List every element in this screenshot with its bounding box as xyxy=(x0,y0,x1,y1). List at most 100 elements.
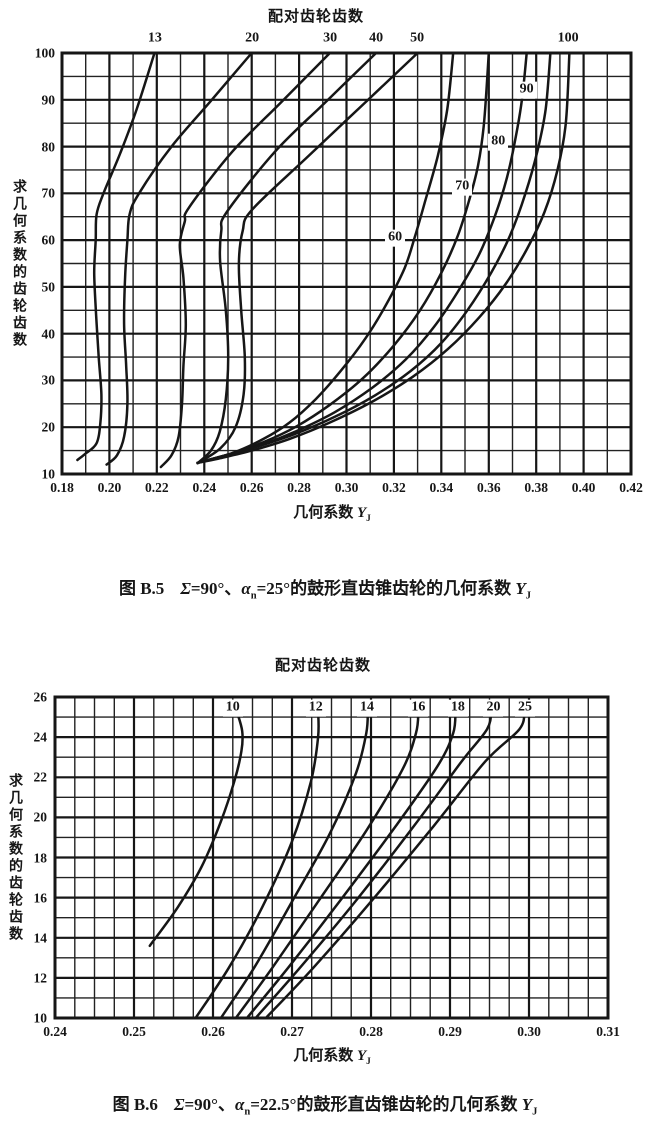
y-tick-60: 60 xyxy=(41,232,56,248)
caption-eq2-b5: =25° xyxy=(256,579,291,598)
curve-z12 xyxy=(194,709,320,1020)
x-tick-0.32: 0.32 xyxy=(382,480,406,495)
x-tick-0.25: 0.25 xyxy=(122,1024,146,1039)
figure-b5-chart: 配对齿轮齿数 求几何系数的齿轮齿数 几何系数 YJ 0.18 0.20 0.22 0.… xyxy=(0,0,650,530)
curve-z90 xyxy=(196,51,552,465)
curve-label-30: 30 xyxy=(323,30,338,46)
curve-label-25: 25 xyxy=(515,699,536,717)
curve-label-18: 18 xyxy=(447,699,468,717)
y-tick-100: 100 xyxy=(34,45,55,61)
curve-z18 xyxy=(245,709,457,1020)
x-axis-symbol-sub-b5: J xyxy=(366,514,371,524)
curve-z30 xyxy=(159,51,332,469)
x-tick-0.20: 0.20 xyxy=(97,480,122,495)
chart-canvas-b5 xyxy=(60,51,633,476)
y-tick-40: 40 xyxy=(41,325,56,341)
curve-z13 xyxy=(76,51,156,462)
curve-label-50: 50 xyxy=(410,30,425,46)
curve-z70 xyxy=(196,51,491,465)
plot-border xyxy=(53,695,610,1020)
x-tick-0.30: 0.30 xyxy=(334,480,359,495)
figure-b6-chart: 配对齿轮齿数 求几何系数的齿轮齿数 几何系数 YJ 0.24 0.25 0.26 0.… xyxy=(0,640,650,1070)
alpha-symbol-b6: α xyxy=(234,1095,245,1114)
mating-teeth-axis-title-b6: 配对齿轮齿数 xyxy=(274,658,372,674)
caption-body-b6: 的鼓形直齿锥齿轮的几何系数 xyxy=(296,1095,522,1114)
curve-z20 xyxy=(105,51,253,466)
y-tick-12: 12 xyxy=(33,970,48,986)
x-tick-0.27: 0.27 xyxy=(280,1024,304,1039)
x-axis-symbol-sub-b6: J xyxy=(366,1057,371,1067)
yj-sub-b6: J xyxy=(532,1106,538,1118)
alpha-sub-b6: n xyxy=(244,1106,251,1118)
x-axis-symbol-b6: Y xyxy=(356,1048,367,1064)
alpha-sub-b5: n xyxy=(250,590,257,602)
x-tick-0.34: 0.34 xyxy=(429,480,454,495)
figure-number-b5: 图 B.5 xyxy=(118,579,165,598)
y-tick-22: 22 xyxy=(33,769,48,785)
curve-z60 xyxy=(196,51,455,465)
x-axis-title-b5: 几何系数 YJ xyxy=(293,501,371,524)
mating-teeth-axis-title-b5: 配对齿轮齿数 xyxy=(267,9,365,25)
caption-eq2-b6: =22.5° xyxy=(250,1095,297,1114)
curve-label-40: 40 xyxy=(369,30,384,46)
x-tick-0.22: 0.22 xyxy=(145,480,169,495)
x-axis-symbol-b5: Y xyxy=(356,505,367,521)
sigma-symbol-b5: Σ xyxy=(180,579,191,598)
plot-border xyxy=(60,51,633,476)
yj-symbol-b6: Y xyxy=(521,1095,533,1114)
y-tick-20: 20 xyxy=(33,809,48,825)
x-tick-0.40: 0.40 xyxy=(571,480,596,495)
x-tick-0.26: 0.26 xyxy=(201,1024,225,1039)
curve-z10 xyxy=(148,709,244,948)
x-tick-0.30: 0.30 xyxy=(517,1024,541,1039)
x-axis-title-text-b5: 几何系数 xyxy=(293,505,354,521)
y-tick-14: 14 xyxy=(33,930,48,945)
alpha-symbol-b5: α xyxy=(241,579,251,598)
yj-symbol-b5: Y xyxy=(515,579,526,598)
caption-eq1-b5: =90°、 xyxy=(190,579,242,598)
y-axis-title-b5: 求几何系数的齿轮齿数 xyxy=(11,179,26,349)
x-tick-0.24: 0.24 xyxy=(192,480,217,495)
chart-canvas-b6 xyxy=(53,695,610,1020)
curve-label-20: 20 xyxy=(245,30,260,46)
y-tick-20: 20 xyxy=(41,419,56,435)
x-axis-title-text-b6: 几何系数 xyxy=(293,1048,354,1064)
y-tick-90: 90 xyxy=(41,92,56,108)
y-tick-50: 50 xyxy=(41,279,56,295)
caption-eq1-b6: =90°、 xyxy=(184,1095,235,1114)
curve-label-16: 16 xyxy=(408,699,429,717)
curve-label-100: 100 xyxy=(557,30,579,46)
sigma-symbol-b6: Σ xyxy=(173,1095,185,1114)
y-axis-title-b6: 求几何系数的齿轮齿数 xyxy=(7,773,22,943)
curve-label-10: 10 xyxy=(222,699,243,717)
figure-number-b6: 图 B.6 xyxy=(112,1095,158,1114)
x-tick-0.29: 0.29 xyxy=(438,1024,462,1039)
y-tick-24: 24 xyxy=(33,729,48,745)
figure-caption-b5: 图 B.5 Σ=90°、αn=25°的鼓形直齿锥齿轮的几何系数 YJ xyxy=(0,574,650,601)
curve-z40 xyxy=(196,51,378,465)
x-tick-0.42: 0.42 xyxy=(619,480,643,495)
x-tick-0.28: 0.28 xyxy=(287,480,311,495)
y-tick-10: 10 xyxy=(41,466,56,482)
curve-label-13: 13 xyxy=(147,30,162,46)
curve-label-12: 12 xyxy=(305,699,326,717)
x-tick-0.24: 0.24 xyxy=(43,1024,67,1039)
y-tick-70: 70 xyxy=(41,185,56,201)
curve-label-60: 60 xyxy=(385,229,406,247)
curve-z80 xyxy=(196,51,528,465)
x-tick-0.31: 0.31 xyxy=(596,1024,620,1039)
x-tick-0.38: 0.38 xyxy=(524,480,548,495)
curve-z100 xyxy=(196,51,571,465)
curve-z25 xyxy=(264,709,526,1020)
curve-label-20: 20 xyxy=(483,699,504,717)
x-tick-0.28: 0.28 xyxy=(359,1024,383,1039)
curve-z16 xyxy=(234,709,420,1020)
x-tick-0.26: 0.26 xyxy=(239,480,264,495)
y-tick-16: 16 xyxy=(33,889,48,905)
curve-label-90: 90 xyxy=(516,82,537,99)
curve-z14 xyxy=(219,709,370,1020)
yj-sub-b5: J xyxy=(525,590,532,602)
curve-label-70: 70 xyxy=(452,178,473,196)
y-tick-26: 26 xyxy=(33,689,48,705)
x-tick-0.36: 0.36 xyxy=(476,480,501,495)
